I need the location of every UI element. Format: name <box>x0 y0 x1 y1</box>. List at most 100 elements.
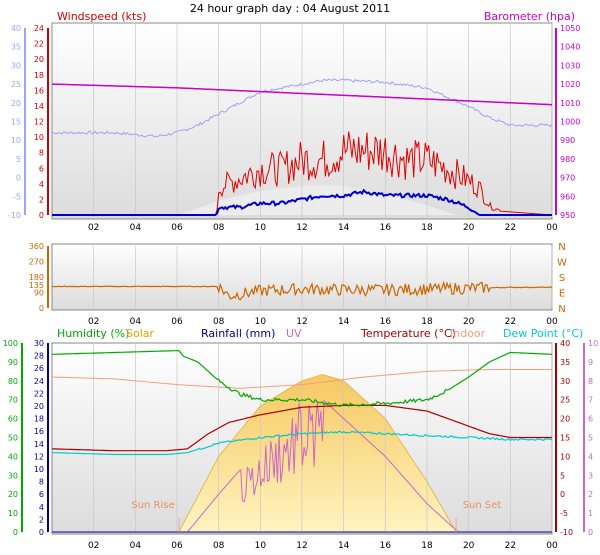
temperature-axis-tick: 20 <box>560 415 570 424</box>
wind-axis-tick: 12 <box>34 118 44 127</box>
legend-solar: Solar <box>126 327 155 340</box>
uv-axis-tick: 6 <box>588 415 593 424</box>
wind-axis-tick: 4 <box>39 180 44 189</box>
compass-label: N <box>558 242 565 253</box>
x-tick-label: 04 <box>130 223 142 233</box>
x-tick-label: 02 <box>88 223 99 233</box>
x-tick-label: 14 <box>338 317 350 327</box>
temp-left-axis-tick: 10 <box>11 136 21 145</box>
rainfall-axis-tick: 4 <box>39 503 44 512</box>
uv-axis-tick: 0 <box>588 528 593 537</box>
temperature-axis-tick: 5 <box>560 471 565 480</box>
baro-axis-tick: 980 <box>560 155 575 164</box>
temp-left-axis-tick: 30 <box>11 61 21 70</box>
rainfall-axis-tick: 10 <box>34 465 44 474</box>
indoor-line <box>51 369 552 389</box>
temperature-axis-tick: -5 <box>560 509 568 518</box>
baro-axis-tick: 1040 <box>560 43 580 52</box>
sunrise-label: Sun Rise <box>131 500 174 511</box>
humidity-axis-tick: 80 <box>8 377 18 386</box>
wind-axis-tick: 18 <box>34 71 44 80</box>
baro-axis-tick: 1020 <box>560 80 580 89</box>
x-tick-label: 22 <box>505 541 516 551</box>
x-tick-label: 04 <box>130 541 142 551</box>
baro-axis-tick: 950 <box>560 211 575 220</box>
humidity-axis-tick: 40 <box>8 452 18 461</box>
compass-label: N <box>558 304 565 315</box>
temp-left-axis-tick: 35 <box>11 43 21 52</box>
legend-dewpoint: Dew Point (°C) <box>503 327 583 340</box>
legend-indoor: Indoor <box>450 327 486 340</box>
rainfall-axis-tick: 14 <box>34 440 44 449</box>
x-tick-label: 20 <box>463 541 475 551</box>
rainfall-axis-tick: 22 <box>34 389 44 398</box>
baro-axis-tick: 990 <box>560 136 575 145</box>
x-tick-label: 06 <box>171 223 183 233</box>
temperature-axis-tick: 25 <box>560 396 570 405</box>
rainfall-axis-tick: 0 <box>39 528 44 537</box>
rainfall-axis-tick: 30 <box>34 339 44 348</box>
uv-axis-tick: 2 <box>588 490 593 499</box>
temperature-line <box>51 404 552 452</box>
temp-left-axis-tick: -5 <box>13 192 21 201</box>
temperature-line-top <box>51 78 553 138</box>
x-tick-label: 18 <box>421 317 433 327</box>
x-tick-label: 10 <box>255 317 267 327</box>
temp-left-axis-tick: 5 <box>16 155 21 164</box>
baro-axis-tick: 1050 <box>560 24 580 33</box>
temperature-axis-tick: 10 <box>560 452 570 461</box>
x-tick-label: 22 <box>505 223 516 233</box>
wind-axis-tick: 2 <box>39 195 44 204</box>
x-tick-label: 16 <box>380 317 392 327</box>
rainfall-axis-tick: 8 <box>39 478 44 487</box>
temperature-axis-tick: 30 <box>560 377 570 386</box>
x-tick-label: 22 <box>505 317 516 327</box>
temp-left-axis-tick: 15 <box>11 118 21 127</box>
compass-label: W <box>557 258 567 269</box>
rainfall-axis-tick: 6 <box>39 490 44 499</box>
wind-solar-ghost <box>179 185 457 215</box>
temp-left-axis-tick: -10 <box>8 211 21 220</box>
temp-left-axis-tick: 0 <box>16 174 21 183</box>
temperature-axis-tick: 40 <box>560 339 570 348</box>
temperature-axis-tick: 15 <box>560 434 570 443</box>
direction-tick: 135 <box>29 281 44 290</box>
baro-axis-tick: 1030 <box>560 61 580 70</box>
compass-label: E <box>559 289 565 300</box>
rainfall-axis-tick: 26 <box>34 364 44 373</box>
legend-temperature: Temperature (°C) <box>360 327 456 340</box>
x-tick-label: 00 <box>546 223 558 233</box>
x-tick-label: 12 <box>296 317 307 327</box>
humidity-axis-tick: 60 <box>8 415 18 424</box>
dewpoint-line <box>51 430 553 456</box>
x-tick-label: 02 <box>88 541 99 551</box>
x-tick-label: 16 <box>380 223 392 233</box>
wind-axis-tick: 0 <box>39 211 44 220</box>
temp-series <box>51 350 553 533</box>
uv-axis-tick: 8 <box>588 377 593 386</box>
temperature-axis-tick: 0 <box>560 490 565 499</box>
barometer-title: Barometer (hpa) <box>484 10 575 23</box>
x-tick-label: 12 <box>296 223 307 233</box>
direction-grid <box>93 246 553 308</box>
rainfall-axis-tick: 28 <box>34 352 44 361</box>
x-tick-label: 08 <box>213 541 225 551</box>
rainfall-axis-tick: 12 <box>34 452 44 461</box>
direction-tick: 270 <box>29 258 44 267</box>
wind-average-line <box>52 188 552 216</box>
x-tick-label: 08 <box>213 317 225 327</box>
uv-axis-tick: 4 <box>588 452 593 461</box>
x-tick-label: 00 <box>546 317 558 327</box>
x-tick-label: 02 <box>88 317 99 327</box>
wind-axis-tick: 8 <box>39 149 44 158</box>
humidity-axis-tick: 30 <box>8 471 18 480</box>
x-tick-label: 10 <box>255 223 267 233</box>
uv-axis-tick: 3 <box>588 471 593 480</box>
uv-axis-tick: 5 <box>588 434 593 443</box>
x-tick-label: 06 <box>171 541 183 551</box>
solar-area <box>178 374 457 533</box>
wind-axis-tick: 22 <box>34 40 44 49</box>
humidity-axis-tick: 50 <box>8 434 18 443</box>
